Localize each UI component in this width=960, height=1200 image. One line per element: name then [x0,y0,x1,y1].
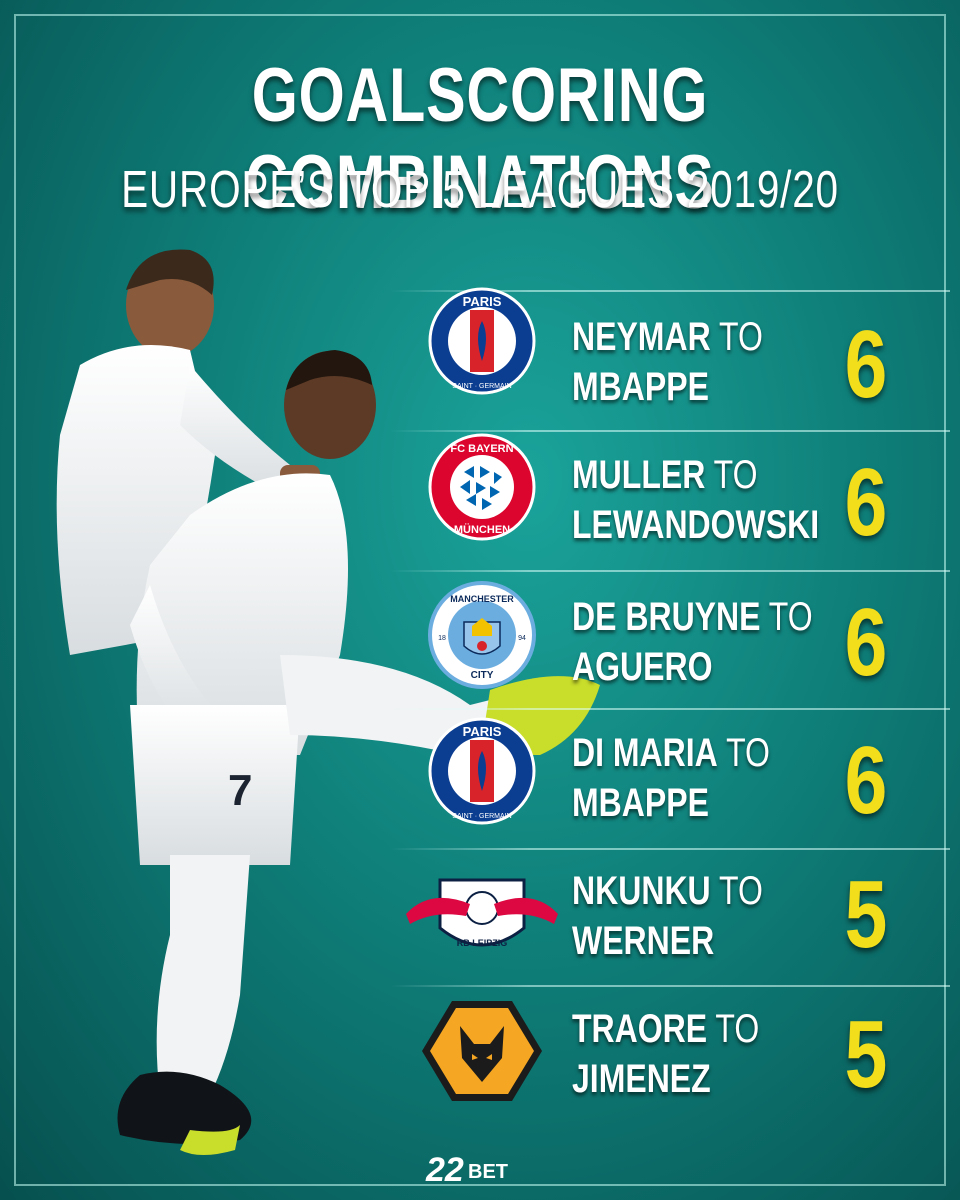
svg-text:SAINT · GERMAIN: SAINT · GERMAIN [452,383,511,390]
svg-text:SAINT · GERMAIN: SAINT · GERMAIN [452,813,511,820]
svg-text:FC BAYERN: FC BAYERN [450,443,513,455]
man-city-crest-icon: MANCHESTER CITY 18 94 [428,581,536,689]
svg-text:PARIS: PARIS [463,724,502,739]
border-frame [14,14,946,1186]
psg-crest-icon: PARIS SAINT · GERMAIN [428,287,536,395]
row-divider [390,708,950,710]
row-divider [390,290,950,292]
svg-text:18: 18 [438,635,446,642]
svg-text:MANCHESTER: MANCHESTER [450,594,514,604]
page-title: GOALSCORING COMBINATIONS [245,53,715,225]
svg-text:RB LEIPZIG: RB LEIPZIG [457,938,508,948]
svg-text:7: 7 [228,766,252,815]
row-divider [390,985,950,987]
combination-count: 6 [844,311,888,418]
page-subtitle: EUROPE’S TOP 5 LEAGUES 2019/20 [121,161,839,219]
bayern-crest-icon: FC BAYERN MÜNCHEN [428,433,536,541]
combination-label: NKUNKU TO WERNER [572,869,763,963]
combination-count: 6 [844,449,888,556]
combination-count: 5 [844,861,888,968]
svg-text:PARIS: PARIS [463,294,502,309]
psg-crest-icon: PARIS SAINT · GERMAIN [428,717,536,825]
row-divider [390,570,950,572]
svg-text:94: 94 [518,635,526,642]
row-divider [390,848,950,850]
combination-count: 6 [844,727,888,834]
combination-label: MULLER TO LEWANDOWSKI [572,453,820,547]
row-divider [390,430,950,432]
svg-text:BET: BET [468,1161,508,1183]
combination-label: DI MARIA TO MBAPPE [572,731,770,825]
svg-text:CITY: CITY [471,670,494,681]
combination-label: TRAORE TO JIMENEZ [572,1007,760,1101]
rb-leipzig-crest-icon: RB LEIPZIG [406,878,558,948]
combination-count: 6 [844,589,888,696]
22bet-logo: 22 BET [425,1151,508,1188]
svg-text:22: 22 [425,1151,464,1188]
combination-label: DE BRUYNE TO AGUERO [572,595,813,689]
combination-count: 5 [844,1001,888,1108]
wolves-crest-icon [422,1001,542,1101]
combination-label: NEYMAR TO MBAPPE [572,315,763,409]
players-celebration-illustration: 7 [56,249,600,1155]
svg-text:MÜNCHEN: MÜNCHEN [454,523,510,536]
